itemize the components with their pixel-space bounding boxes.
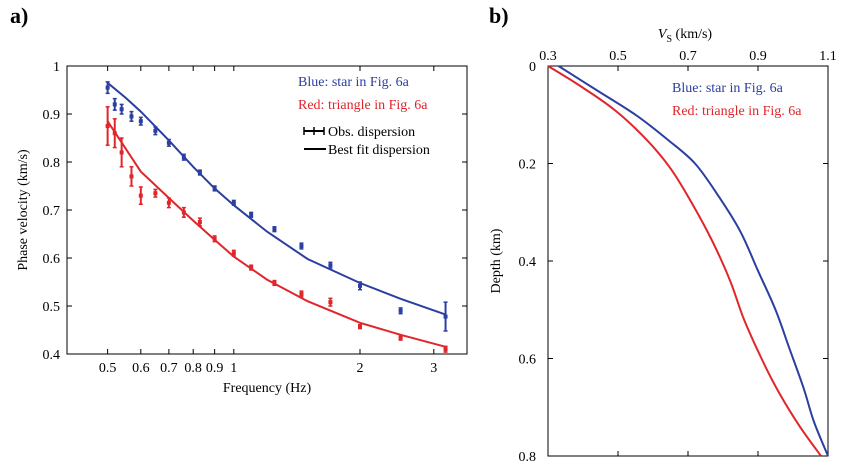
fit-line-1 (106, 120, 446, 348)
x-tick-label: 3 (430, 361, 437, 376)
y-tick-label: 0.2 (519, 158, 537, 173)
obs-point (212, 186, 217, 191)
panel-b-x-axis-label-sub: S (666, 34, 672, 45)
fit-line-0 (106, 82, 446, 316)
panel-b-legend-blue: Blue: star in Fig. 6a (672, 81, 784, 96)
obs-point (357, 283, 362, 288)
obs-point (328, 300, 333, 305)
obs-point (299, 244, 304, 248)
panel-b-x-axis-label-main: V (658, 27, 668, 42)
panel-a-legend-keys (303, 127, 326, 150)
obs-point (398, 308, 403, 313)
obs-point (153, 128, 158, 133)
x-tick-label: 0.9 (749, 49, 767, 64)
x-tick-label: 0.8 (184, 361, 202, 376)
obs-point (357, 324, 362, 329)
y-tick-label: 0.8 (43, 156, 61, 171)
panel-b-x-axis-label: VS (km/s) (658, 27, 713, 45)
panel-a-ticks: 0.5 0.6 0.7 0.8 0.9 1 2 3 0.4 0.5 0.6 0.7 0.8 0.9 1 (43, 60, 467, 376)
vs-profile-1 (547, 65, 822, 457)
panel-b-frame (547, 65, 829, 457)
x-tick-label: 0.7 (679, 49, 697, 64)
y-tick-label: 0.4 (43, 348, 61, 363)
x-tick-label: 1 (230, 361, 237, 376)
x-tick-label: 0.5 (609, 49, 627, 64)
panel-a-label: a) (10, 3, 28, 28)
obs-point (443, 314, 448, 319)
panel-b: b) 0.3 0.5 0.7 0.9 1.1 0 0.2 0.4 0.6 0.8 VS (km/s… (489, 3, 837, 464)
obs-point (138, 119, 143, 124)
obs-point (443, 347, 448, 352)
obs-point (166, 140, 171, 145)
y-tick-label: 0.4 (519, 255, 537, 270)
obs-point (212, 236, 217, 241)
panel-a-marks (105, 81, 448, 353)
obs-point (197, 220, 202, 224)
x-tick-label: 0.9 (206, 361, 224, 376)
x-tick-label: 0.3 (539, 49, 557, 64)
obs-point (129, 174, 134, 179)
x-tick-label: 2 (356, 361, 363, 376)
obs-point (328, 263, 333, 268)
x-tick-label: 1.1 (819, 49, 837, 64)
obs-point (398, 336, 403, 341)
panel-a: a) 0.5 0.6 0.7 0.8 0.9 1 2 3 0.4 0.5 0.6 0.7 0.8 0.9 1… (10, 3, 468, 396)
x-tick-label: 0.5 (99, 361, 117, 376)
obs-point (153, 191, 158, 196)
panel-a-legend-blue: Blue: star in Fig. 6a (298, 75, 410, 90)
panel-b-label: b) (489, 3, 509, 28)
panel-b-ticks: 0.3 0.5 0.7 0.9 1.1 0 0.2 0.4 0.6 0.8 (519, 49, 837, 464)
obs-point (119, 107, 124, 112)
obs-point (181, 210, 186, 215)
vs-profile-0 (557, 65, 829, 457)
y-tick-label: 0.8 (519, 450, 537, 464)
obs-point (299, 292, 304, 296)
y-tick-label: 0.6 (43, 252, 61, 267)
x-tick-label: 0.7 (160, 361, 178, 376)
obs-point (105, 85, 110, 90)
y-tick-label: 0.5 (43, 300, 61, 315)
obs-point (138, 193, 143, 198)
obs-point (119, 150, 124, 155)
panel-b-y-axis-label: Depth (km) (489, 228, 504, 293)
obs-point (112, 131, 117, 136)
obs-point (197, 170, 202, 175)
obs-point (129, 114, 134, 119)
y-tick-label: 0 (529, 60, 536, 75)
panel-a-legend-fit: Best fit dispersion (328, 143, 430, 158)
obs-point (166, 200, 171, 205)
panel-a-legend-red: Red: triangle in Fig. 6a (298, 98, 428, 113)
obs-point (249, 265, 254, 270)
panel-b-legend-red: Red: triangle in Fig. 6a (672, 104, 802, 119)
x-tick-label: 0.6 (132, 361, 150, 376)
obs-point (272, 227, 277, 232)
y-tick-label: 0.9 (43, 108, 61, 123)
obs-point (272, 280, 277, 285)
y-tick-label: 0.6 (519, 353, 537, 368)
y-tick-label: 1 (53, 60, 60, 75)
panel-a-x-axis-label: Frequency (Hz) (223, 381, 312, 396)
panel-b-marks (547, 65, 829, 457)
y-tick-label: 0.7 (43, 204, 61, 219)
obs-point (181, 155, 186, 160)
obs-point (249, 212, 254, 217)
panel-b-x-axis-label-unit: (km/s) (672, 27, 712, 42)
obs-point (112, 102, 117, 107)
panel-a-legend-obs: Obs. dispersion (328, 125, 415, 140)
obs-point (231, 251, 236, 256)
obs-point (231, 200, 236, 205)
obs-point (105, 124, 110, 128)
panel-a-y-axis-label: Phase velocity (km/s) (16, 149, 31, 271)
